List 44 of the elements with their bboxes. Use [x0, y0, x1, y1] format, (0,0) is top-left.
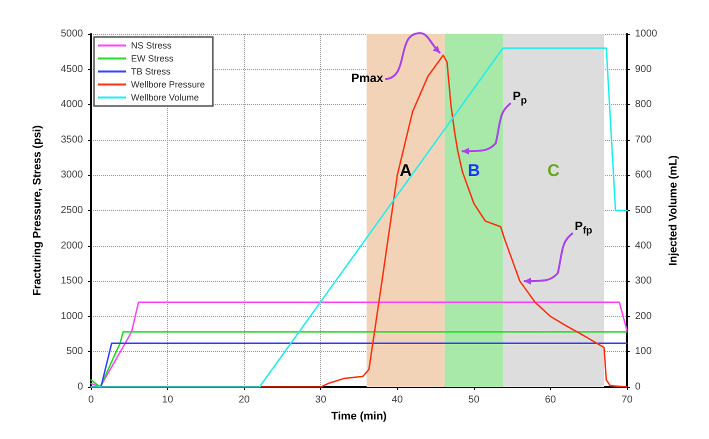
- y-tick-label: 0: [77, 382, 84, 392]
- y-tick-label: 1000: [60, 310, 84, 322]
- y-tick-label: 5000: [60, 28, 84, 40]
- annotation: P$_{p}$: [512, 89, 527, 109]
- y-tick-label: 3500: [60, 134, 84, 146]
- y2-tick-label: 800: [635, 99, 652, 110]
- annotation: Pmax: [351, 71, 384, 86]
- y2-tick-label: 400: [635, 240, 652, 252]
- y-axis-title: Fracturing Pressure, Stress (psi): [32, 124, 44, 296]
- band-label: A: [400, 161, 412, 180]
- legend-label: EW Stress: [131, 54, 174, 64]
- x-tick-label: 10: [162, 394, 174, 406]
- legend-label: Wellbore Pressure: [131, 80, 205, 90]
- x-tick-label: 0: [88, 394, 94, 406]
- y2-tick-label: 0: [635, 382, 641, 392]
- y2-tick-label: 1000: [635, 28, 658, 40]
- y2-tick-label: 200: [635, 310, 652, 322]
- y2-axis-title: Injected Volume (mL): [668, 154, 680, 266]
- y-tick-label: 2000: [60, 240, 84, 252]
- y-tick-label: 2500: [60, 205, 84, 216]
- y-tick-label: 3000: [60, 170, 84, 181]
- band-label: C: [547, 161, 560, 180]
- x-tick-label: 20: [238, 394, 250, 406]
- x-tick-label: 40: [392, 394, 404, 406]
- x-axis-title: Time (min): [331, 410, 388, 422]
- x-tick-label: 60: [544, 394, 556, 406]
- y-tick-label: 4500: [60, 64, 84, 75]
- y2-tick-label: 900: [635, 64, 652, 75]
- y-tick-label: 500: [66, 346, 84, 358]
- y2-tick-label: 600: [635, 170, 652, 181]
- x-tick-label: 70: [621, 394, 633, 406]
- y2-tick-label: 500: [635, 205, 652, 216]
- band-label: B: [468, 161, 480, 180]
- x-tick-label: 30: [315, 394, 327, 406]
- y2-tick-label: 700: [635, 134, 652, 146]
- annotation: P$_{fp}$: [574, 219, 592, 238]
- legend-label: Wellbore Volume: [131, 92, 199, 102]
- y2-tick-label: 300: [635, 276, 652, 287]
- y-tick-label: 1500: [60, 276, 84, 287]
- legend-label: NS Stress: [131, 40, 172, 50]
- legend-label: TB Stress: [131, 66, 172, 76]
- x-tick-label: 50: [468, 394, 480, 406]
- y2-tick-label: 100: [635, 346, 652, 358]
- y-tick-label: 4000: [60, 99, 84, 110]
